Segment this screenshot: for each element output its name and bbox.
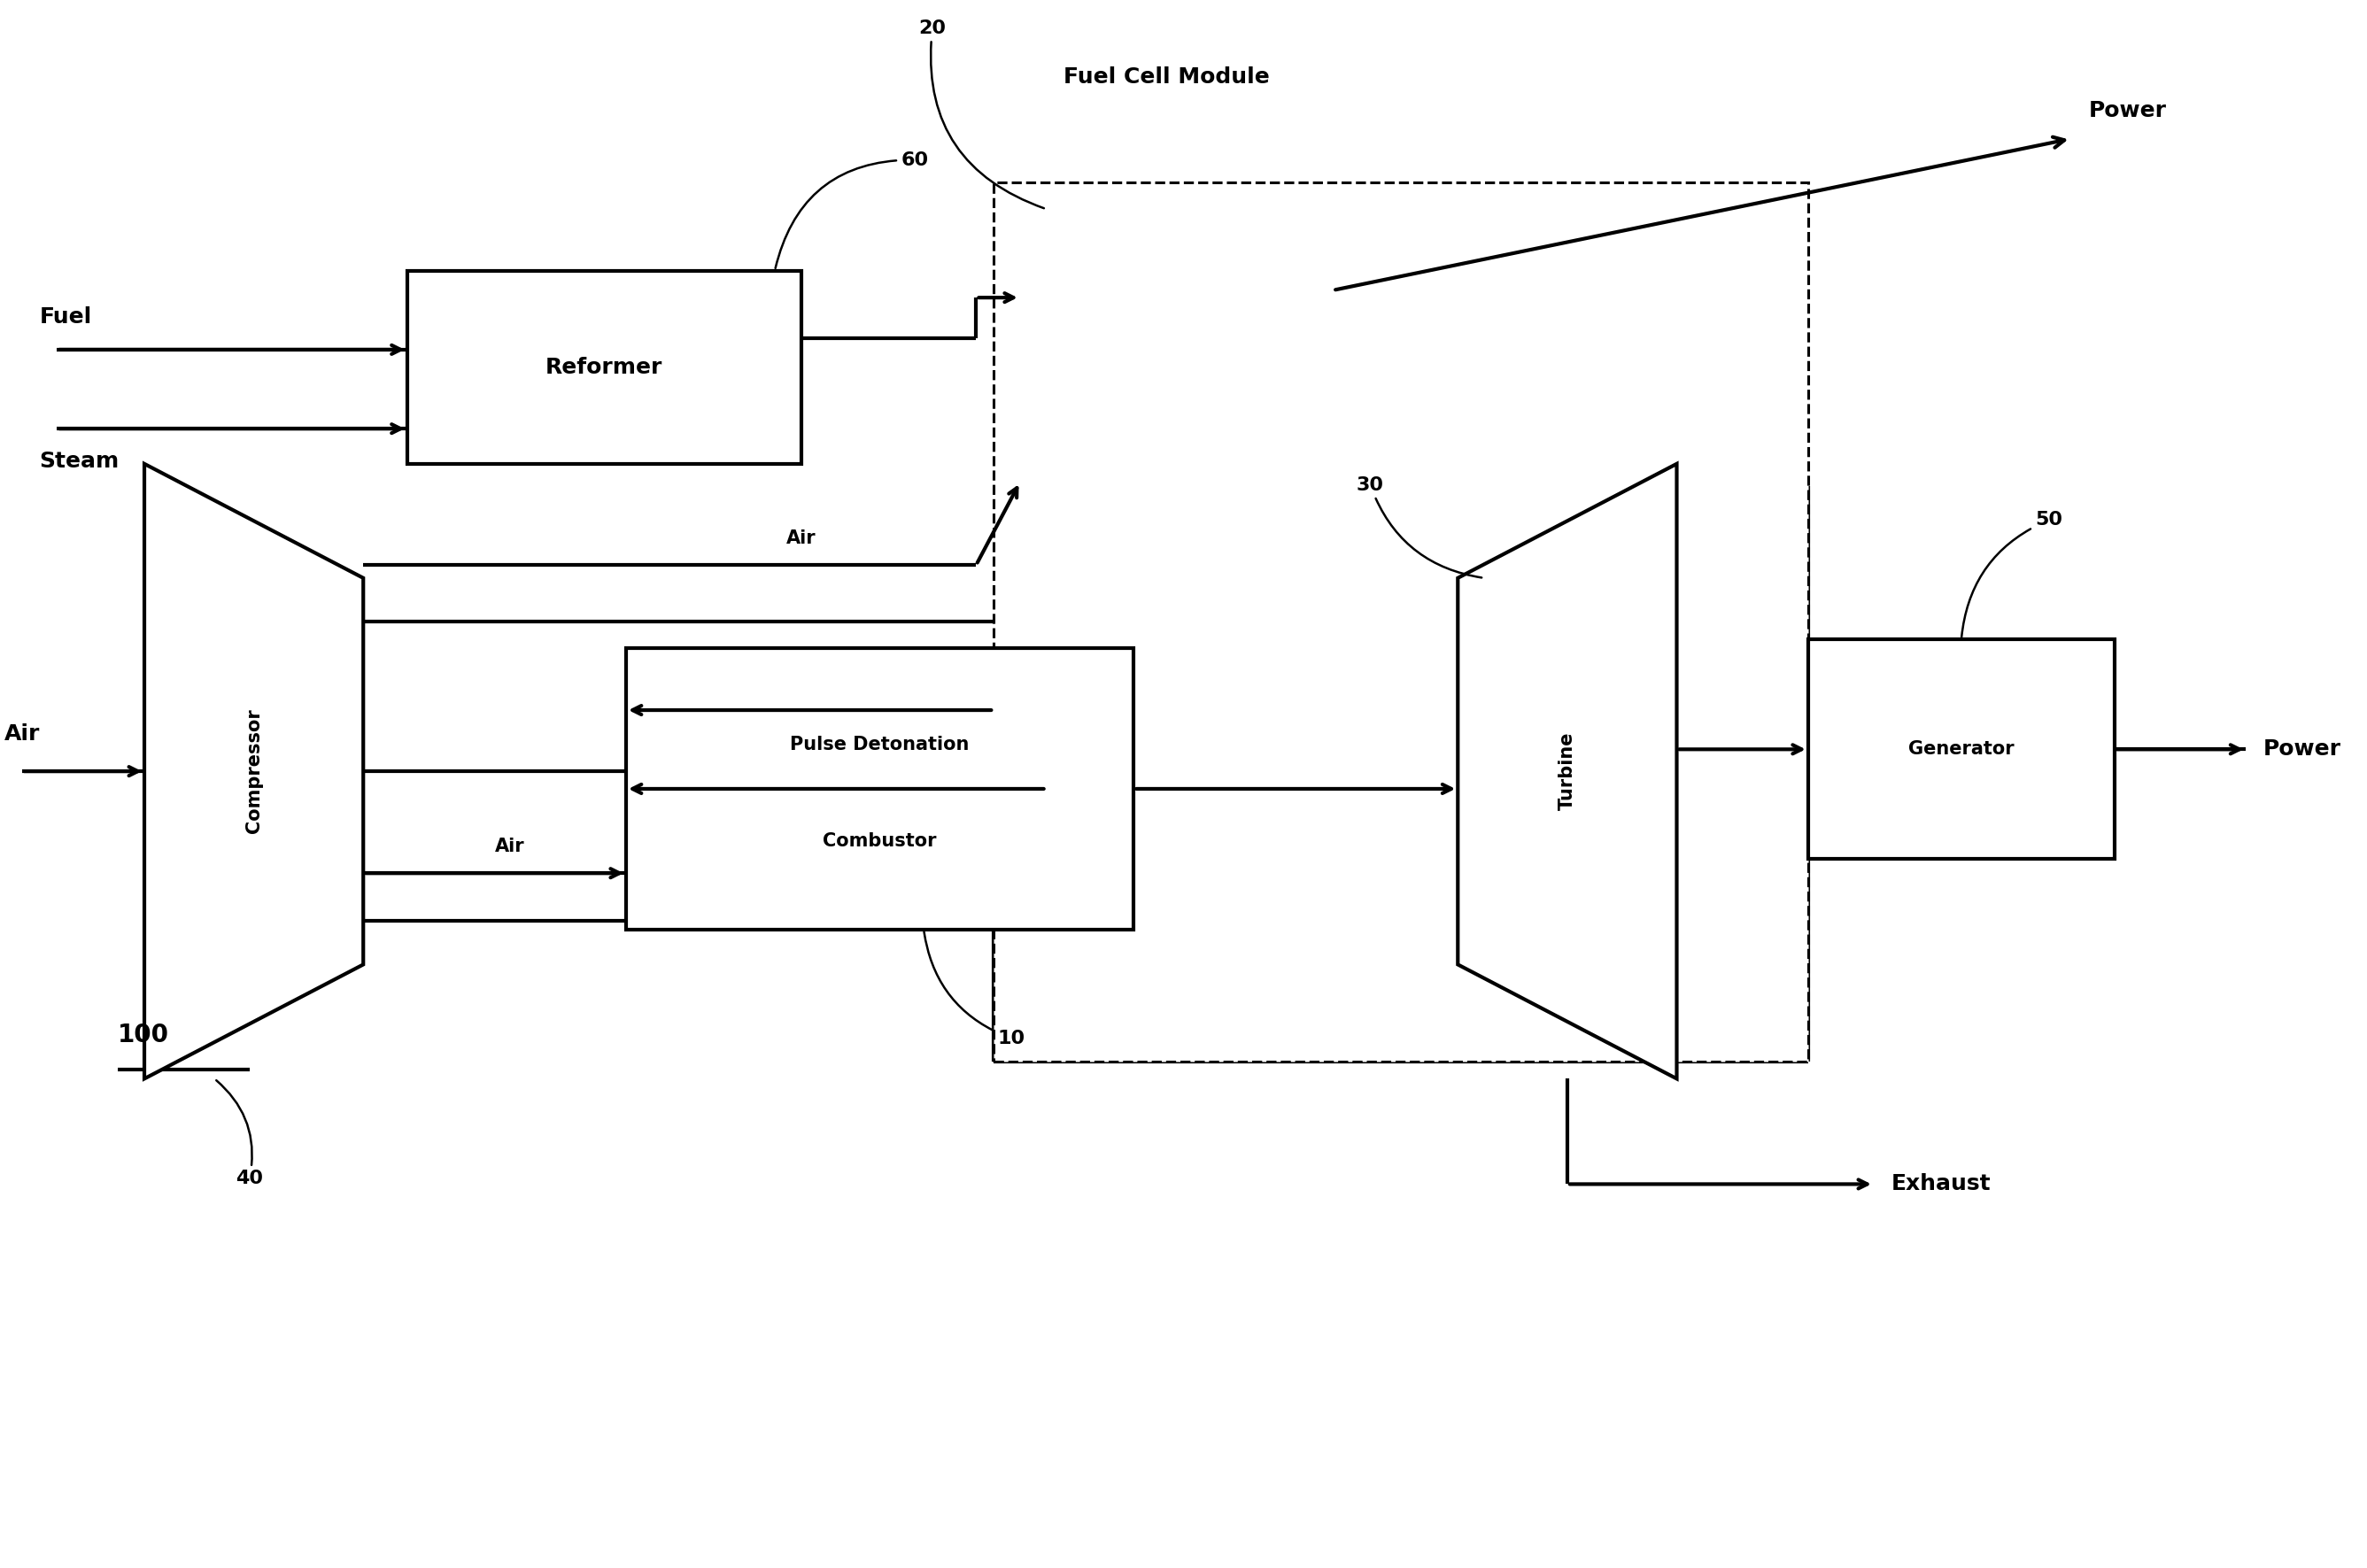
Text: Combustor: Combustor xyxy=(824,833,937,850)
Text: Steam: Steam xyxy=(40,450,118,472)
Text: 50: 50 xyxy=(1962,511,2062,637)
Bar xyxy=(1808,640,2114,859)
Text: Fuel Cell Module: Fuel Cell Module xyxy=(1063,67,1269,88)
Text: Reformer: Reformer xyxy=(544,356,663,378)
Polygon shape xyxy=(1458,464,1676,1079)
Text: Generator: Generator xyxy=(1908,740,2014,759)
Text: Fuel: Fuel xyxy=(40,306,92,328)
Text: 60: 60 xyxy=(776,151,928,268)
Text: Exhaust: Exhaust xyxy=(1891,1173,1991,1195)
Text: 20: 20 xyxy=(918,19,1044,209)
Text: Power: Power xyxy=(2088,100,2166,121)
Text: Compressor: Compressor xyxy=(244,709,263,834)
Text: Turbine: Turbine xyxy=(1557,732,1576,811)
Bar xyxy=(1588,442,1650,530)
Bar xyxy=(625,648,1134,930)
Text: Power: Power xyxy=(2263,739,2341,760)
Text: 100: 100 xyxy=(118,1022,170,1047)
Text: 30: 30 xyxy=(1356,477,1482,577)
Bar xyxy=(994,183,1808,1062)
Text: Air: Air xyxy=(495,837,525,856)
Text: Pulse Detonation: Pulse Detonation xyxy=(791,735,970,754)
Text: 40: 40 xyxy=(215,1080,263,1187)
Bar xyxy=(407,271,800,464)
Polygon shape xyxy=(144,464,362,1079)
Text: Air: Air xyxy=(5,724,40,745)
Text: Air: Air xyxy=(786,530,817,547)
Text: 10: 10 xyxy=(923,931,1025,1047)
Bar xyxy=(1020,209,1588,579)
